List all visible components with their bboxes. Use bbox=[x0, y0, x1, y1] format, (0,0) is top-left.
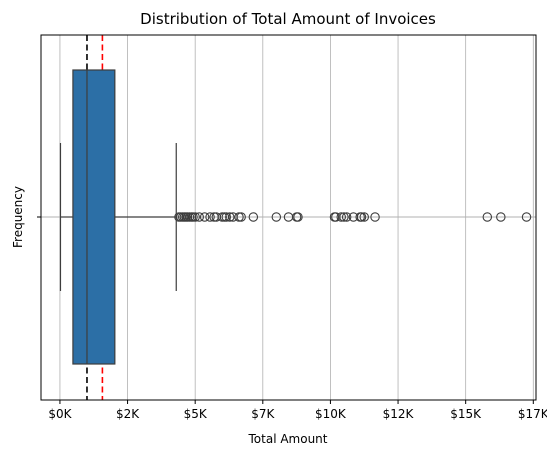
outlier-point bbox=[221, 212, 232, 222]
x-tick-label: $5K bbox=[184, 407, 208, 421]
x-tick-label: $15K bbox=[450, 407, 482, 421]
outlier-point bbox=[370, 212, 380, 222]
outlier-point bbox=[271, 212, 282, 222]
x-tick-label: $10K bbox=[315, 407, 347, 421]
outlier-point bbox=[341, 212, 352, 222]
outlier-point bbox=[194, 212, 204, 222]
outlier-point bbox=[496, 212, 506, 222]
outlier-point bbox=[236, 212, 246, 222]
x-tick-label: $7K bbox=[251, 407, 275, 421]
outlier-point bbox=[356, 212, 367, 222]
box-iqr bbox=[72, 69, 116, 365]
x-axis-label: Total Amount bbox=[248, 432, 328, 446]
outlier-points bbox=[174, 212, 532, 222]
x-tick-label: $0K bbox=[48, 407, 72, 421]
x-tick-label: $2K bbox=[116, 407, 140, 421]
box-layer bbox=[59, 69, 177, 365]
x-tick-label: $12K bbox=[383, 407, 415, 421]
outlier-point bbox=[199, 212, 210, 222]
outlier-point bbox=[205, 212, 215, 222]
outlier-point bbox=[248, 212, 259, 222]
outlier-point bbox=[293, 212, 303, 222]
x-tick-label: $17K bbox=[518, 407, 547, 421]
y-axis-label: Frequency bbox=[11, 186, 25, 248]
x-tick-labels: $0K $2K $5K $7K $10K $12K $15K $17K bbox=[48, 400, 547, 421]
outlier-point bbox=[336, 212, 346, 222]
outlier-point bbox=[359, 212, 369, 222]
outlier-point bbox=[225, 212, 235, 222]
outlier-point bbox=[482, 212, 493, 222]
outlier-point bbox=[190, 212, 200, 222]
chart-title: Distribution of Total Amount of Invoices bbox=[140, 10, 436, 28]
outlier-point bbox=[339, 212, 349, 222]
outlier-point bbox=[521, 212, 532, 222]
